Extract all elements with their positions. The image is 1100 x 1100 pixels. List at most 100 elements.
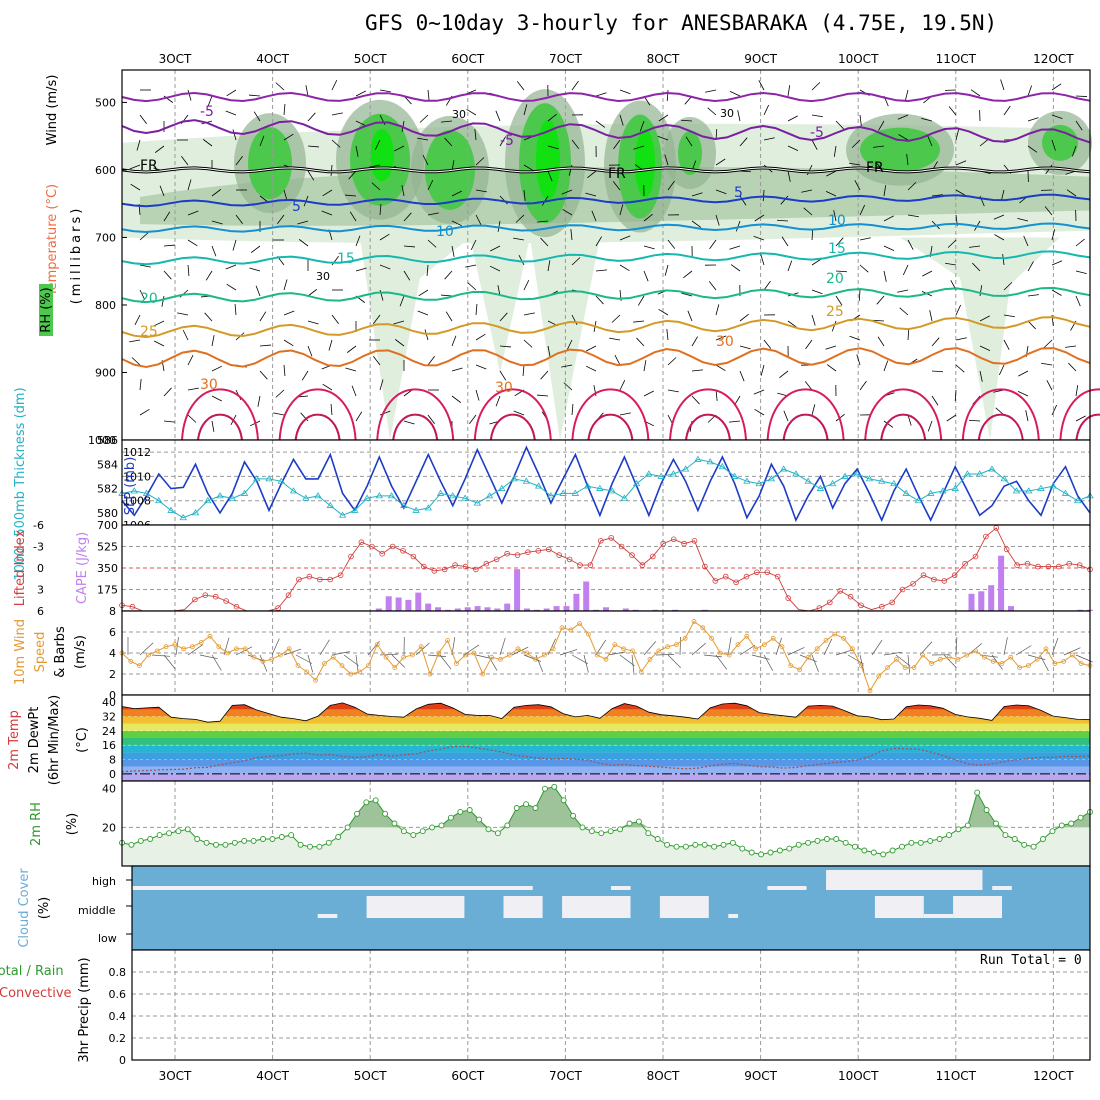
wind10m-point bbox=[999, 661, 1005, 666]
upper-wind-barb bbox=[177, 312, 189, 316]
upper-wind-barb bbox=[475, 304, 478, 316]
thickness-point bbox=[375, 492, 384, 499]
upper-wind-barb bbox=[1017, 217, 1029, 222]
upper-wind-barb bbox=[907, 239, 914, 250]
wind10m-point bbox=[586, 631, 591, 637]
upper-wind-barb bbox=[537, 394, 549, 397]
upper-wind-barb bbox=[379, 204, 382, 216]
wind10m-point bbox=[709, 635, 714, 641]
wind10m-barb bbox=[823, 638, 833, 656]
upper-wind-barb bbox=[257, 395, 261, 407]
upper-wind-barb bbox=[373, 314, 381, 325]
upper-wind-barb bbox=[825, 345, 837, 350]
temp-band bbox=[122, 766, 1090, 774]
upper-wind-barb bbox=[540, 370, 549, 380]
rh2m-point bbox=[241, 837, 248, 844]
upper-wind-barb bbox=[1051, 114, 1063, 119]
rh2m-point bbox=[936, 836, 943, 842]
upper-wind-barb bbox=[561, 364, 573, 368]
wind10m-barb bbox=[643, 641, 657, 656]
cape-bar bbox=[474, 606, 481, 611]
wind10m-point bbox=[260, 659, 266, 664]
dewpt2m-line bbox=[121, 745, 1091, 773]
wind10m-point bbox=[392, 665, 398, 671]
wind10m-barb bbox=[379, 653, 399, 656]
wind10m-point bbox=[858, 663, 864, 668]
lifted-index-axis-label: Lifted Index bbox=[13, 529, 28, 606]
bottom-date-9OCT: 9OCT bbox=[744, 1069, 777, 1083]
upper-wind-barb bbox=[321, 210, 333, 216]
cloud-high-block bbox=[767, 886, 807, 890]
wind10m-barb bbox=[631, 654, 635, 673]
temp2m-axis-unit: (°C) bbox=[75, 727, 90, 753]
pressure-tick-600: 600 bbox=[95, 164, 116, 177]
upper-wind-barb bbox=[619, 114, 624, 126]
dewpt2m-axis-label: 2m DewPt bbox=[27, 707, 42, 774]
rh2m-point bbox=[654, 836, 661, 842]
rh2m-point bbox=[739, 845, 746, 852]
upper-wind-barb bbox=[211, 189, 222, 197]
upper-wind-barb bbox=[1051, 260, 1063, 266]
upper-wind-barb bbox=[211, 395, 222, 402]
isotherm-25 bbox=[121, 316, 1091, 339]
rh2m-point bbox=[1021, 841, 1028, 848]
upper-wind-barb bbox=[283, 279, 288, 291]
upper-wind-barb bbox=[1046, 380, 1053, 391]
lifted-index-point bbox=[296, 576, 302, 583]
lifted-tick-3: 3 bbox=[37, 584, 44, 597]
upper-wind-barb bbox=[1068, 362, 1077, 372]
thickness-point bbox=[1025, 487, 1033, 494]
wind10m-barb bbox=[751, 654, 770, 660]
lifted-index-point bbox=[327, 576, 334, 583]
upper-wind-barb bbox=[657, 135, 669, 141]
upper-wind-barb bbox=[907, 182, 917, 191]
rh-blob-bright bbox=[536, 119, 560, 200]
upper-wind-barb bbox=[715, 214, 720, 226]
upper-wind-barb bbox=[859, 204, 866, 216]
upper-wind-barb bbox=[187, 179, 192, 191]
upper-wind-barb bbox=[283, 104, 286, 116]
temp2m-line bbox=[121, 702, 1091, 723]
upper-wind-barb bbox=[451, 335, 457, 347]
upper-wind-barb bbox=[667, 389, 679, 393]
lifted-index-point bbox=[597, 537, 604, 544]
upper-wind-barb bbox=[1000, 79, 1005, 91]
rh2m-point bbox=[269, 836, 276, 842]
upper-wind-barb bbox=[803, 207, 813, 216]
top-date-11OCT: 11OCT bbox=[936, 52, 977, 66]
wind10m-point bbox=[330, 654, 336, 660]
wind10m-barb bbox=[847, 654, 864, 665]
wind10m-barb bbox=[679, 636, 681, 656]
upper-wind-barb bbox=[873, 145, 885, 148]
upper-wind-barb bbox=[475, 333, 486, 341]
thickness-point bbox=[510, 475, 518, 482]
upper-wind-barb bbox=[1027, 145, 1038, 153]
upper-wind-barb bbox=[1075, 238, 1085, 247]
cape-bar bbox=[415, 592, 422, 611]
upper-wind-barb bbox=[859, 264, 869, 273]
wind10m-barb bbox=[1063, 647, 1081, 656]
pressure-tick-1000: 1000 bbox=[88, 434, 116, 447]
lifted-index-point bbox=[462, 563, 469, 570]
cloud-middle-block bbox=[562, 896, 631, 918]
isotherm-20-label-2: 20 bbox=[826, 271, 844, 287]
upper-wind-barb bbox=[441, 294, 453, 297]
upper-wind-barb bbox=[561, 189, 573, 195]
rh2m-point bbox=[476, 816, 483, 823]
upper-wind-barb bbox=[424, 329, 429, 341]
upper-wind-barb bbox=[441, 120, 453, 123]
upper-wind-barb bbox=[465, 264, 477, 268]
rh2m-point bbox=[485, 826, 492, 833]
upper-wind-barb bbox=[275, 389, 285, 398]
upper-wind-barb bbox=[451, 190, 462, 197]
upper-wind-barb bbox=[234, 304, 237, 316]
cloud-high-block-tall bbox=[826, 870, 983, 890]
thickness-point bbox=[400, 501, 408, 508]
freezing-label-3: FR bbox=[866, 160, 884, 176]
wind10m-barb bbox=[355, 654, 359, 673]
wind10m-point bbox=[401, 654, 407, 660]
thickness-point bbox=[179, 513, 187, 521]
upper-wind-barb bbox=[667, 357, 677, 366]
upper-wind-barb bbox=[979, 315, 990, 322]
upper-wind-barb bbox=[931, 194, 943, 197]
